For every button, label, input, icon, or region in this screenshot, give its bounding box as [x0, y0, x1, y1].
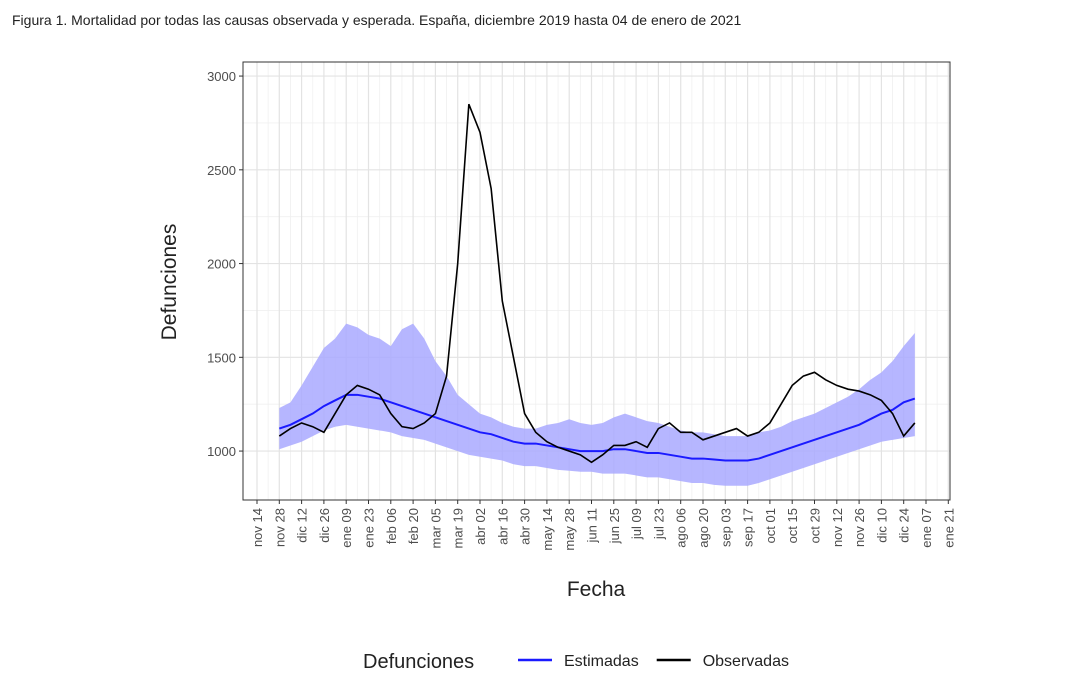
x-tick-label: oct 15: [785, 508, 800, 543]
x-tick-label: mar 05: [428, 508, 443, 548]
x-tick-label: nov 14: [250, 508, 265, 547]
legend-title: Defunciones: [363, 651, 474, 673]
x-tick-label: jun 25: [607, 508, 622, 544]
x-tick-label: feb 20: [406, 508, 421, 544]
x-tick-label: nov 28: [272, 508, 287, 547]
x-tick-label: ago 20: [696, 508, 711, 548]
x-tick-label: dic 24: [897, 508, 912, 543]
x-tick-label: jul 09: [629, 508, 644, 540]
x-axis-title: Fecha: [567, 578, 626, 601]
x-tick-label: ene 09: [339, 508, 354, 548]
x-tick-label: nov 12: [830, 508, 845, 547]
x-tick-label: ene 07: [919, 508, 934, 548]
x-tick-label: nov 26: [852, 508, 867, 547]
x-tick-label: ene 23: [362, 508, 377, 548]
plot-border: [242, 61, 951, 501]
confidence-band: [279, 323, 915, 486]
x-tick-label: mar 19: [451, 508, 466, 548]
x-tick-label: may 14: [540, 508, 555, 551]
y-tick-label: 1500: [207, 350, 236, 365]
x-tick-label: sep 03: [718, 508, 733, 547]
x-tick-label: jun 11: [585, 508, 600, 543]
x-tick-label: oct 01: [763, 508, 778, 543]
x-tick-label: abr 30: [518, 508, 533, 545]
legend-label: Estimadas: [564, 653, 639, 670]
x-tick-label: abr 02: [473, 508, 488, 545]
y-tick-label: 2500: [207, 163, 236, 178]
y-axis-title: Defunciones: [158, 224, 181, 341]
x-tick-label: may 28: [562, 508, 577, 551]
y-tick-label: 3000: [207, 69, 236, 84]
x-tick-label: abr 16: [495, 508, 510, 545]
x-tick-label: sep 17: [741, 508, 756, 547]
x-tick-label: dic 12: [295, 508, 310, 543]
x-tick-label: oct 29: [808, 508, 823, 543]
chart-title: Figura 1. Mortalidad por todas las causa…: [12, 12, 741, 28]
series-line: [278, 103, 916, 464]
x-tick-label: feb 06: [384, 508, 399, 544]
series-line: [278, 393, 916, 462]
y-tick-label: 2000: [207, 257, 236, 272]
x-tick-label: ene 21: [941, 508, 956, 548]
legend-label: Observadas: [703, 653, 789, 670]
x-tick-label: dic 26: [317, 508, 332, 543]
x-tick-label: dic 10: [874, 508, 889, 543]
x-tick-label: jul 23: [651, 508, 666, 540]
x-tick-label: ago 06: [674, 508, 689, 548]
y-tick-label: 1000: [207, 444, 236, 459]
